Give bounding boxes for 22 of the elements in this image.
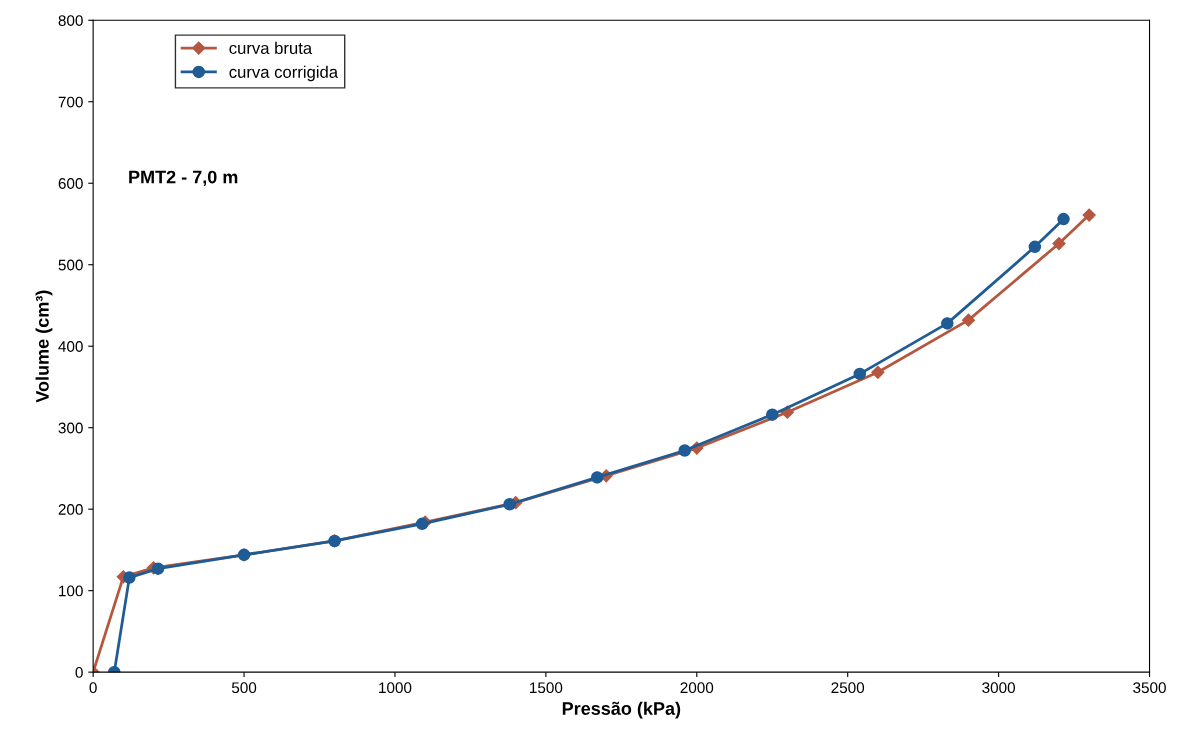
x-tick-label: 3500 <box>1133 682 1166 694</box>
y-tick-label: 700 <box>58 96 83 108</box>
x-tick-label: 1000 <box>379 682 412 694</box>
x-tick-label: 3000 <box>982 682 1016 694</box>
y-tick-label: 200 <box>58 504 83 515</box>
legend-label: curva bruta <box>229 41 313 55</box>
x-axis-title: Pressão (kPa) <box>562 701 681 719</box>
x-tick-label: 500 <box>231 682 257 694</box>
y-axis-title: Volume (cm³) <box>35 290 53 403</box>
y-tick-label: 400 <box>58 341 83 352</box>
x-tick-label: 2000 <box>680 682 714 694</box>
y-tick-label: 100 <box>59 585 83 597</box>
y-tick-label: 0 <box>75 667 83 678</box>
y-tick-label: 300 <box>58 422 83 434</box>
legend-label: curva corrigida <box>229 65 339 82</box>
x-tick-label: 0 <box>89 682 97 694</box>
y-tick-label: 800 <box>58 15 83 26</box>
x-tick-label: 1500 <box>530 682 563 694</box>
x-tick-label: 2500 <box>831 682 865 694</box>
annotation: PMT2 - 7,0 m <box>129 170 238 187</box>
y-tick-label: 600 <box>58 178 83 189</box>
y-tick-label: 500 <box>58 259 83 271</box>
